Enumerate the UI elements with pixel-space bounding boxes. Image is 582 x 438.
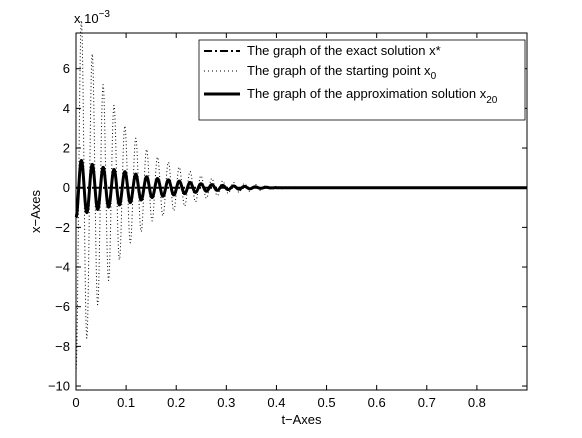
y-tick-label: −10 [48, 379, 70, 394]
x-tick-label: 0.4 [267, 395, 285, 410]
y-tick-label: 6 [63, 61, 70, 76]
x-tick-label: 0 [72, 395, 79, 410]
x-tick-label: 0.7 [418, 395, 436, 410]
y-tick-label: −4 [55, 260, 70, 275]
legend-exact-text: The graph of the exact solution x* [247, 43, 441, 58]
y-tick-label: 2 [63, 141, 70, 156]
x-tick-label: 0.6 [368, 395, 386, 410]
legend-entry-exact: The graph of the exact solution x* [247, 43, 441, 58]
y-tick-label: −8 [55, 339, 70, 354]
legend-entry-starting: The graph of the starting point x0 [247, 63, 437, 82]
y-tick-label: −2 [55, 220, 70, 235]
y-tick-label: 4 [63, 101, 70, 116]
x-tick-label: 0.3 [217, 395, 235, 410]
x-tick-label: 0.8 [468, 395, 486, 410]
x-tick-label: 0.1 [117, 395, 135, 410]
plot-frame [75, 32, 528, 391]
x-axis-label: t−Axes [281, 412, 322, 427]
legend-approx-subscript: 20 [486, 95, 498, 106]
x-tick-label: 0.5 [318, 395, 336, 410]
legend-box [198, 39, 526, 121]
legend-starting-subscript: 0 [431, 71, 437, 82]
legend-entry-approx: The graph of the approximation solution … [247, 86, 498, 106]
y-axis-label: x−Axes [28, 190, 43, 233]
y-tick-label: 0 [63, 180, 70, 195]
scale-factor-base: x 10 [74, 11, 99, 26]
scale-factor-label: x 10−3 [74, 9, 110, 26]
legend-approx-text: The graph of the approximation solution … [247, 86, 487, 101]
x-tick-label: 0.2 [167, 395, 185, 410]
legend: The graph of the exact solution x* The g… [198, 39, 526, 121]
legend-starting-text: The graph of the starting point x [247, 63, 431, 78]
y-tick-label: −6 [55, 299, 70, 314]
scale-factor-exponent: −3 [99, 9, 111, 20]
